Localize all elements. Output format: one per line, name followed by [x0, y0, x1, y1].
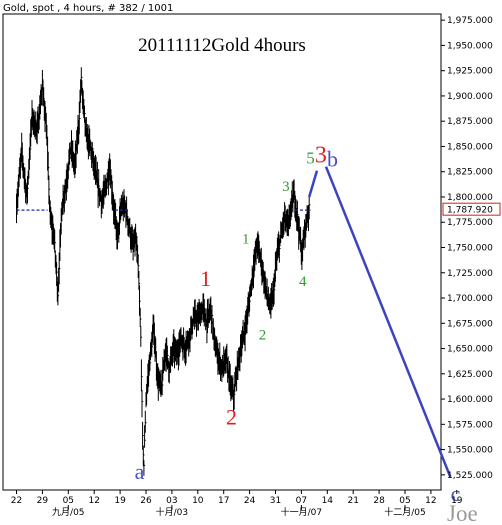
wave-label: c	[451, 481, 461, 506]
y-tick-label: 1,950.000	[447, 41, 493, 51]
last-price-box	[442, 202, 501, 216]
y-tick-label: 1,800.000	[447, 193, 493, 203]
y-tick-label: 1,700.000	[447, 294, 493, 304]
chart-title: 20111112Gold 4hours	[138, 35, 306, 56]
x-tick-label: 17	[218, 496, 229, 506]
y-tick-label: 1,750.000	[447, 244, 493, 254]
axis-layer: 1,525.000 1,550.000 1,575.000 1,600.000 1,62…	[11, 16, 501, 518]
x-tick-label: 28	[373, 496, 385, 506]
wave-label: a	[135, 459, 145, 484]
x-tick-label: 22	[11, 496, 22, 506]
month-label: 十一月/07	[281, 506, 323, 518]
y-tick-label: 1,600.000	[447, 395, 493, 405]
plot-frame	[2, 13, 442, 491]
y-tick-label: 1,825.000	[447, 168, 493, 178]
grid-layer	[2, 13, 442, 491]
x-tick-label: 12	[88, 496, 99, 506]
y-tick-label: 1,525.000	[447, 471, 493, 481]
projection-line	[324, 166, 452, 478]
x-tick-label: 05	[63, 496, 74, 506]
x-tick-label: 05	[399, 496, 410, 506]
wave-label: 3	[315, 143, 327, 169]
wave-label: 1	[242, 231, 250, 247]
x-tick-label: 31	[270, 496, 281, 506]
price-series	[16, 67, 311, 476]
y-tick-label: 1,575.000	[447, 420, 493, 430]
x-tick-label: 26	[140, 496, 152, 506]
x-tick-label: 07	[296, 496, 307, 506]
wave-label: 3	[282, 179, 290, 195]
month-label: 十月/03	[156, 506, 189, 518]
watermark: Joe	[447, 501, 478, 525]
wave-b-leg	[307, 170, 319, 198]
y-tick-label: 1,925.000	[447, 67, 493, 77]
chart-header: Gold, spot , 4 hours, # 382 / 1001	[3, 3, 173, 14]
y-tick-label: 1,875.000	[447, 117, 493, 127]
y-tick-label: 1,975.000	[447, 16, 493, 26]
y-tick-label: 1,775.000	[447, 218, 493, 228]
wave-label: b	[327, 147, 338, 172]
last-price-label: 1,787.920	[447, 206, 493, 216]
y-tick-label: 1,650.000	[447, 345, 493, 355]
y-tick-label: 1,725.000	[447, 269, 493, 279]
x-tick-label: 10	[192, 496, 204, 506]
x-tick-label: 03	[166, 496, 177, 506]
x-tick-label: 24	[244, 496, 256, 506]
wave-label: 2	[226, 404, 237, 429]
y-tick-label: 1,850.000	[447, 142, 493, 152]
y-tick-label: 1,550.000	[447, 446, 493, 456]
x-tick-label: 19	[451, 496, 463, 506]
month-label: 十二月/05	[384, 506, 426, 518]
wave-label: 5	[306, 149, 315, 168]
y-tick-label: 1,625.000	[447, 370, 493, 380]
month-label: 九月/05	[52, 507, 85, 518]
y-tick-label: 1,900.000	[447, 92, 493, 102]
price-layer	[16, 67, 311, 476]
wave-label: 2	[259, 327, 267, 343]
x-tick-label: 14	[322, 496, 334, 506]
x-tick-label: 21	[347, 496, 358, 506]
y-tick-label: 1,675.000	[447, 319, 493, 329]
x-tick-label: 29	[37, 496, 49, 506]
wave-label: 1	[200, 266, 211, 291]
x-tick-label: 19	[114, 496, 126, 506]
x-tick-label: 12	[425, 496, 436, 506]
wave-label: 4	[299, 274, 307, 290]
